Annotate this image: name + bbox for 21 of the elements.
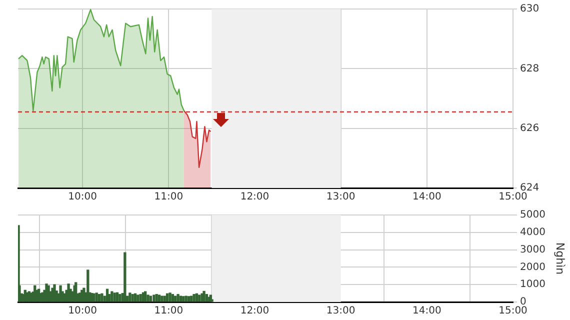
y-tick-label: 3000 [520,244,546,256]
y-tick-label: 628 [520,63,540,74]
y-axis-title: Nghìn [554,242,567,275]
x-tick-label: 12:00 [240,306,270,317]
x-tick-label: 10:00 [68,192,97,203]
y-tick-label: 1000 [520,279,546,290]
x-tick-label: 13:00 [326,306,356,317]
x-tick-label: 14:00 [412,306,442,317]
y-tick-label: 5000 [520,210,546,221]
y-tick-label: 2000 [520,262,546,273]
x-tick-label: 14:00 [412,192,442,203]
y-tick-label: 626 [520,122,540,134]
y-tick-label: 4000 [520,226,546,238]
x-tick-label: 11:00 [154,192,184,203]
x-tick-label: 13:00 [326,192,356,203]
x-tick-label: 10:00 [68,306,97,317]
y-tick-label: 630 [520,4,540,15]
x-tick-label: 12:00 [240,192,270,203]
x-tick-label: 15:00 [498,192,528,203]
x-tick-label: 11:00 [154,306,184,317]
x-tick-label: 15:00 [498,306,528,317]
